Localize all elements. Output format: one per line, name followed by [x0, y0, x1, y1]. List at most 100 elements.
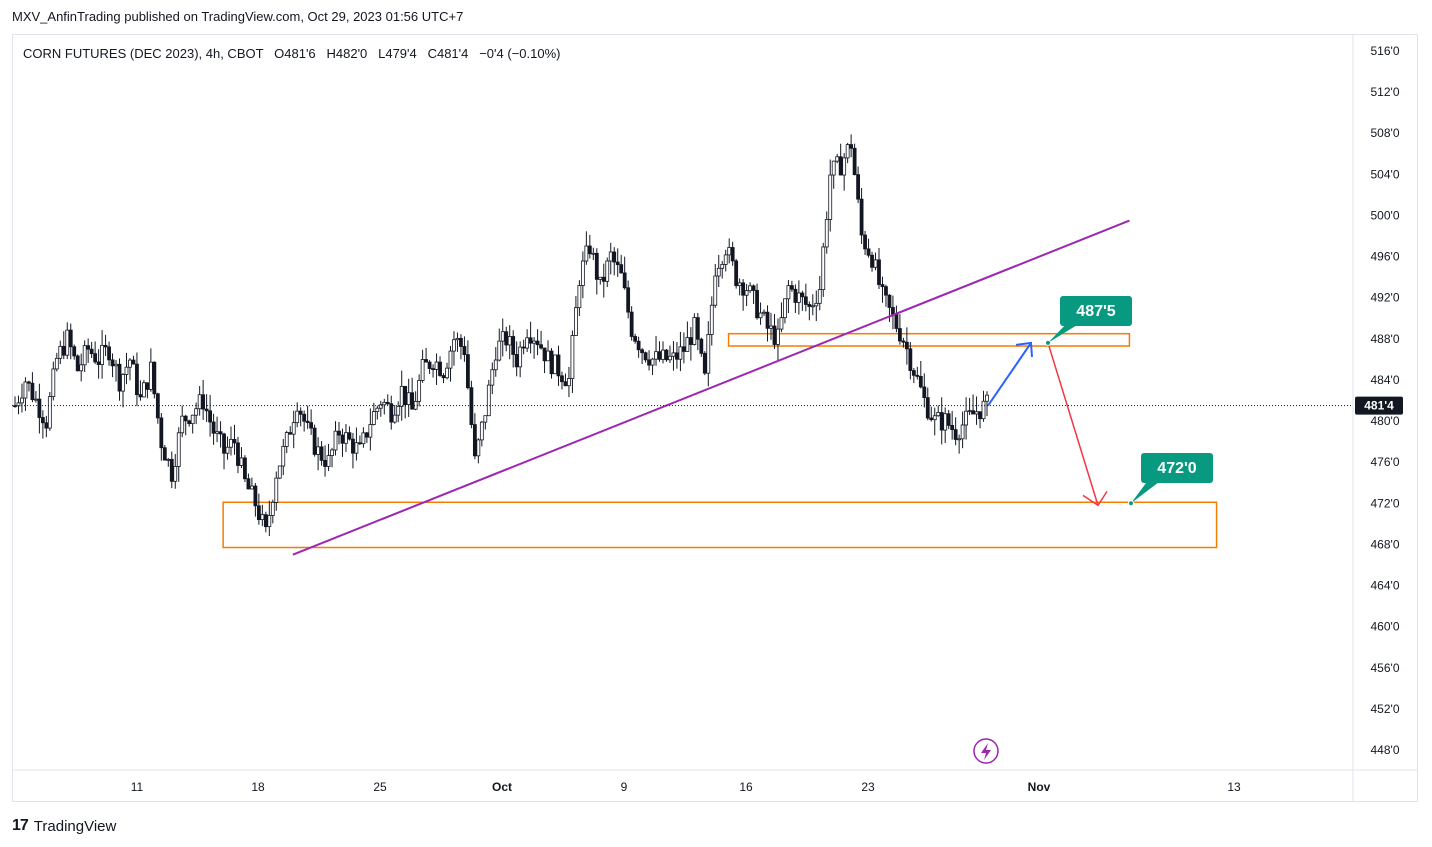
candle-body — [37, 398, 42, 418]
candle-body — [957, 438, 962, 441]
footer-brand[interactable]: 17 TradingView — [12, 817, 116, 835]
candle-body — [281, 446, 286, 467]
callout-anchor-dot — [1045, 339, 1051, 346]
candle-body — [835, 156, 840, 162]
candle-body — [79, 364, 84, 372]
candle-body — [518, 346, 523, 368]
candle-body — [925, 397, 930, 419]
candle-body — [114, 363, 118, 367]
candle-body — [145, 382, 150, 390]
candle-body — [765, 311, 770, 329]
candle-body — [448, 350, 453, 369]
candle-body — [486, 384, 491, 417]
candle-body — [403, 385, 408, 406]
candle-body — [612, 251, 617, 263]
candle-body — [730, 247, 735, 262]
candle-body — [880, 284, 885, 288]
x-tick-label: 9 — [621, 780, 628, 794]
candle-body — [817, 289, 822, 304]
callout-label: 487'5 — [1076, 303, 1116, 320]
candle-body — [236, 442, 240, 466]
candle-body — [260, 514, 265, 521]
candle-body — [47, 396, 52, 429]
candle-body — [441, 375, 446, 379]
candle-body — [821, 246, 826, 291]
candle-body — [682, 346, 686, 352]
candle-body — [751, 285, 756, 291]
candle-body — [277, 465, 282, 479]
candle-body — [790, 285, 794, 290]
candle-body — [678, 346, 683, 360]
candle-body — [542, 347, 547, 362]
candle-body — [86, 345, 91, 350]
y-tick-label: 452'0 — [1371, 702, 1400, 716]
candle-body — [298, 410, 303, 415]
y-tick-label: 496'0 — [1371, 250, 1400, 264]
y-tick-label: 456'0 — [1371, 661, 1400, 675]
candle-body — [232, 438, 237, 444]
candle-body — [657, 351, 662, 360]
candle-body — [605, 260, 610, 282]
candle-body — [152, 361, 157, 395]
candle-body — [176, 432, 181, 467]
candle-body — [103, 344, 108, 348]
candle-body — [831, 160, 836, 176]
candle-body — [904, 341, 909, 350]
candle-body — [166, 458, 171, 461]
candle-body — [455, 337, 460, 341]
y-tick-label: 464'0 — [1371, 579, 1400, 593]
candle-body — [378, 404, 383, 409]
projection-up-arrow — [987, 342, 1032, 407]
publisher-header: MXV_AnfinTrading published on TradingVie… — [12, 9, 464, 24]
candle-body — [58, 345, 63, 359]
candle-body — [570, 335, 575, 379]
candle-body — [302, 413, 307, 422]
candle-body — [936, 412, 941, 417]
candle-body — [539, 344, 543, 349]
candle-body — [546, 350, 550, 362]
candle-body — [68, 329, 73, 348]
candle-body — [142, 382, 146, 398]
candle-body — [180, 415, 185, 434]
callout-pointer — [1048, 322, 1082, 343]
candle-body — [197, 394, 202, 410]
candle-body — [803, 296, 808, 305]
candle-body — [918, 376, 923, 388]
candle-body — [870, 254, 874, 268]
candle-body — [399, 385, 404, 407]
candle-body — [250, 485, 254, 490]
candle-body — [866, 248, 871, 256]
candle-body — [124, 366, 129, 375]
candle-body — [138, 394, 143, 398]
resistance-zone — [727, 332, 1131, 347]
candle-body — [713, 275, 718, 306]
candle-body — [702, 352, 707, 374]
candle-body — [549, 350, 554, 375]
price-callout — [1141, 453, 1213, 483]
y-tick-label: 488'0 — [1371, 332, 1400, 346]
candle-body — [340, 434, 345, 444]
candle-body — [65, 329, 70, 356]
candle-body — [131, 359, 136, 365]
candle-body — [183, 415, 188, 422]
candle-body — [532, 340, 536, 344]
candle-body — [96, 361, 101, 365]
candle-body — [476, 439, 481, 457]
candle-body — [598, 276, 603, 280]
symbol-legend: CORN FUTURES (DEC 2023), 4h, CBOT O481'6… — [23, 46, 561, 61]
candle-body — [128, 359, 132, 368]
candle-body — [514, 354, 519, 368]
candle-body — [392, 414, 397, 423]
candle-body — [410, 392, 415, 410]
candle-body — [424, 359, 428, 363]
tradingview-logo-icon: 17 — [12, 817, 29, 834]
candle-body — [267, 515, 272, 528]
candle-body — [490, 369, 495, 386]
candle-body — [943, 413, 948, 431]
candle-body — [75, 355, 80, 372]
candle-body — [427, 361, 432, 369]
candle-body — [204, 408, 209, 412]
candle-body — [894, 313, 899, 329]
candle-body — [385, 401, 390, 405]
